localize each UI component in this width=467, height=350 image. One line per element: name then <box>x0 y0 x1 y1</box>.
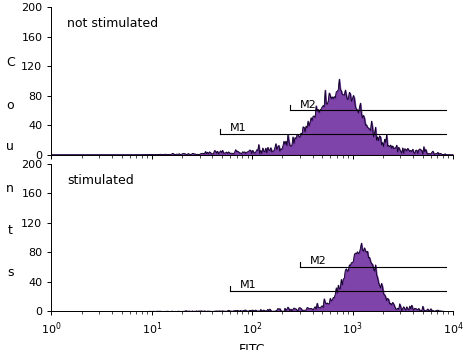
Text: M2: M2 <box>310 257 327 266</box>
X-axis label: FITC: FITC <box>239 343 265 350</box>
Text: stimulated: stimulated <box>67 174 134 187</box>
Text: C: C <box>6 56 14 70</box>
Text: M1: M1 <box>230 124 247 133</box>
Text: t: t <box>8 224 13 238</box>
Text: M2: M2 <box>300 100 317 110</box>
Text: n: n <box>7 182 14 196</box>
Text: u: u <box>7 140 14 154</box>
Text: s: s <box>7 266 14 280</box>
Text: not stimulated: not stimulated <box>67 18 159 30</box>
Text: M1: M1 <box>240 280 256 290</box>
Text: o: o <box>7 98 14 112</box>
